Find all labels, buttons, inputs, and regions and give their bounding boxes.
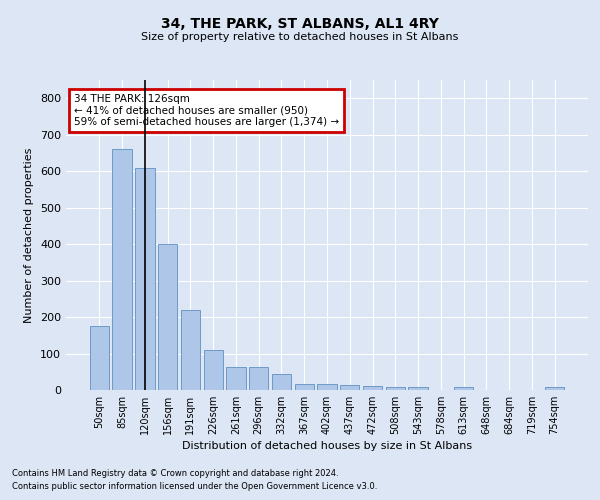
Bar bbox=[545, 388, 564, 390]
Text: 34 THE PARK: 126sqm
← 41% of detached houses are smaller (950)
59% of semi-detac: 34 THE PARK: 126sqm ← 41% of detached ho… bbox=[74, 94, 339, 127]
Bar bbox=[112, 148, 132, 390]
Text: 34, THE PARK, ST ALBANS, AL1 4RY: 34, THE PARK, ST ALBANS, AL1 4RY bbox=[161, 18, 439, 32]
Bar bbox=[226, 367, 245, 390]
Text: Contains HM Land Registry data © Crown copyright and database right 2024.: Contains HM Land Registry data © Crown c… bbox=[12, 468, 338, 477]
Bar bbox=[363, 386, 382, 390]
X-axis label: Distribution of detached houses by size in St Albans: Distribution of detached houses by size … bbox=[182, 441, 472, 451]
Bar bbox=[317, 384, 337, 390]
Bar bbox=[181, 310, 200, 390]
Bar bbox=[135, 168, 155, 390]
Bar bbox=[340, 385, 359, 390]
Bar bbox=[272, 374, 291, 390]
Text: Contains public sector information licensed under the Open Government Licence v3: Contains public sector information licen… bbox=[12, 482, 377, 491]
Text: Size of property relative to detached houses in St Albans: Size of property relative to detached ho… bbox=[142, 32, 458, 42]
Bar bbox=[454, 387, 473, 390]
Bar bbox=[158, 244, 178, 390]
Bar bbox=[386, 388, 405, 390]
Bar bbox=[249, 367, 268, 390]
Bar bbox=[90, 326, 109, 390]
Bar bbox=[295, 384, 314, 390]
Bar bbox=[409, 388, 428, 390]
Bar bbox=[203, 350, 223, 390]
Y-axis label: Number of detached properties: Number of detached properties bbox=[25, 148, 34, 322]
